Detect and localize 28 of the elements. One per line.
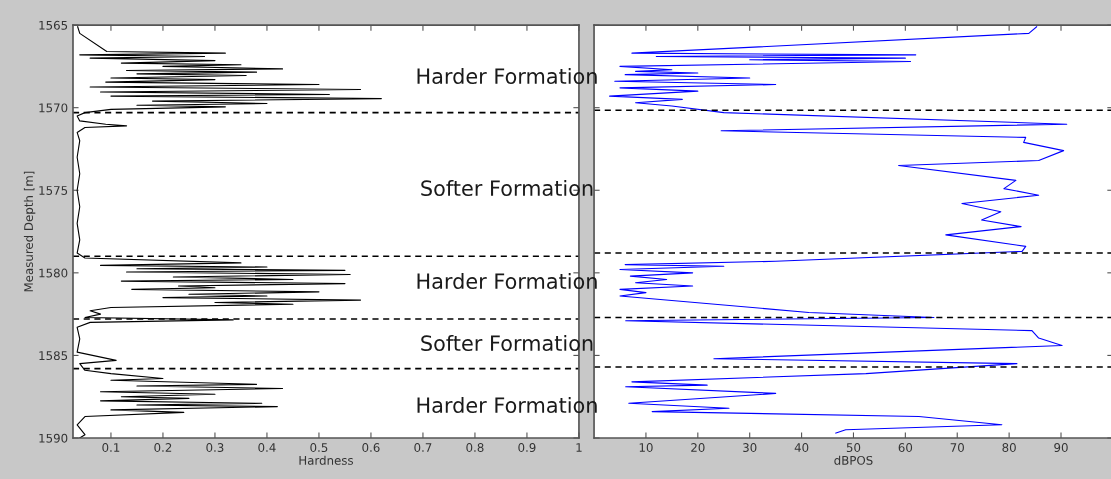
x-tick-label: 0.3 — [206, 443, 224, 452]
x-tick-label: 70 — [950, 443, 964, 452]
x-tick-label: 40 — [794, 443, 809, 452]
y-axis-title: Measured Depth [m] — [23, 171, 36, 292]
x-tick-label: 0.4 — [258, 443, 276, 452]
x-tick-label: 1 — [576, 443, 582, 452]
x-tick-label: 0.1 — [102, 443, 120, 452]
x-tick-label: 0.2 — [154, 443, 172, 452]
y-tick-label: 1570 — [39, 103, 68, 113]
x-axis-title: Hardness — [299, 455, 354, 465]
x-tick-label: 20 — [691, 443, 705, 452]
x-tick-label: 80 — [1002, 443, 1016, 452]
x-tick-label: 50 — [846, 443, 861, 452]
x-tick-label: 0.5 — [310, 443, 328, 452]
x-tick-label: 10 — [639, 443, 653, 452]
x-tick-label: 30 — [743, 443, 757, 452]
y-tick-label: 1580 — [39, 268, 68, 278]
x-tick-label: 60 — [898, 443, 913, 452]
y-tick-label: 1565 — [39, 20, 68, 30]
x-axis-title: dBPOS — [834, 455, 873, 465]
y-tick-label: 1590 — [39, 433, 68, 443]
x-tick-label: 0.7 — [414, 443, 432, 452]
x-tick-label: 0.6 — [362, 443, 380, 452]
y-tick-label: 1585 — [39, 351, 68, 361]
x-tick-label: 90 — [1054, 443, 1068, 452]
x-tick-label: 0.9 — [518, 443, 536, 452]
y-tick-label: 1575 — [39, 186, 68, 195]
x-tick-label: 0.8 — [466, 443, 484, 452]
